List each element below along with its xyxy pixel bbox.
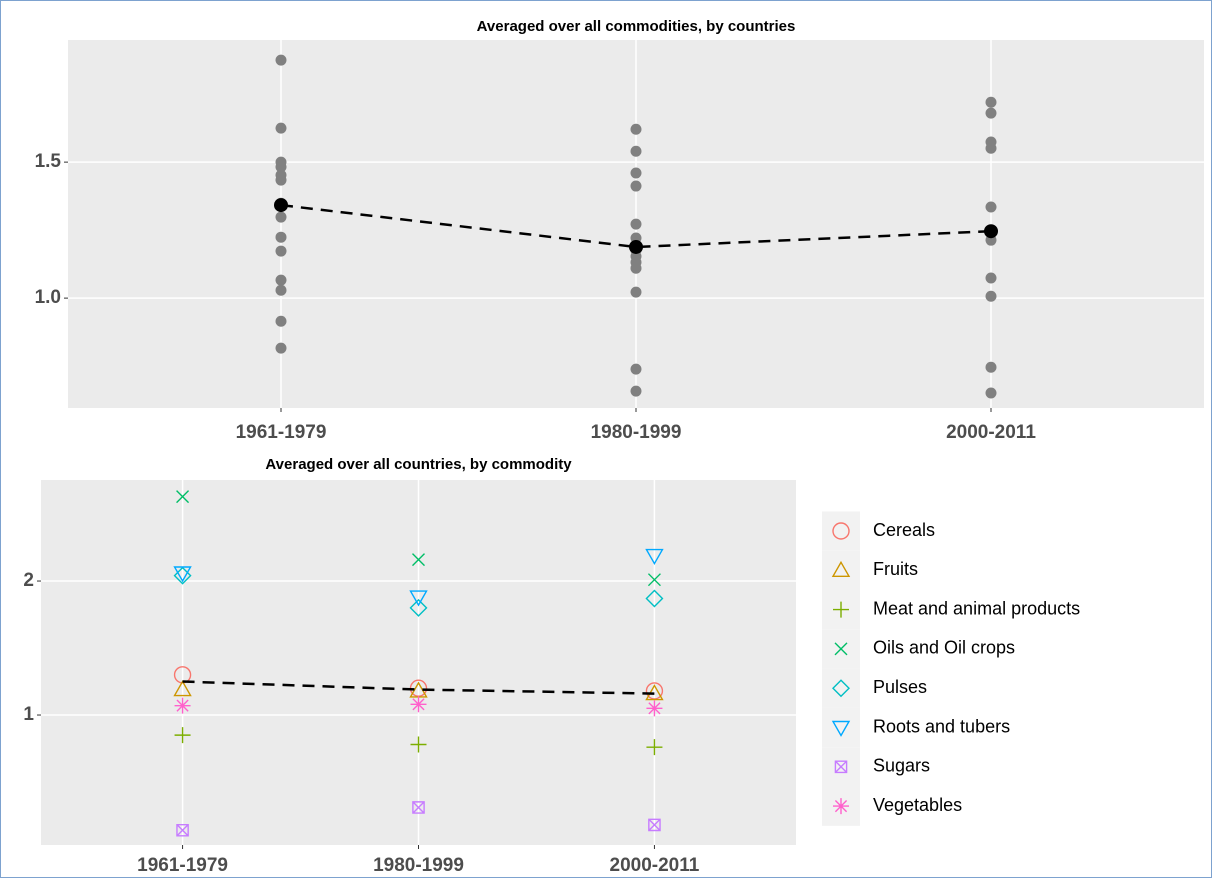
point (630, 167, 642, 179)
point (275, 211, 287, 223)
point (275, 284, 287, 296)
point (645, 548, 664, 565)
legend-label: Roots and tubers (873, 716, 1010, 736)
y-tick-label: 1.0 (35, 287, 61, 308)
legend-label: Oils and Oil crops (873, 638, 1015, 658)
x-tick-label: 2000-2011 (610, 855, 700, 876)
x-tick-label: 2000-2011 (946, 422, 1036, 443)
point (173, 666, 192, 684)
y-tick-label: 1.5 (35, 151, 62, 172)
legend-label: Pulses (873, 677, 927, 697)
point (645, 589, 664, 608)
legend-key (822, 668, 860, 708)
chart-title: Averaged over all countries, by commodit… (265, 456, 572, 473)
point (275, 274, 287, 286)
point (412, 801, 425, 814)
point (173, 680, 192, 697)
legend-label: Meat and animal products (873, 598, 1080, 618)
point (410, 736, 427, 753)
point (630, 385, 642, 397)
legend-marker (834, 760, 848, 774)
point (985, 361, 997, 373)
point (630, 262, 642, 274)
legend-label: Cereals (873, 520, 935, 540)
point (630, 363, 642, 375)
point (275, 245, 287, 257)
legend-marker (833, 601, 849, 618)
mean-point (274, 198, 288, 213)
point (174, 727, 191, 744)
legend-key (822, 550, 860, 590)
x-tick-label: 1961-1979 (236, 422, 327, 443)
y-tick-label: 1 (23, 704, 34, 725)
x-tick-label: 1961-1979 (137, 855, 228, 876)
legend-marker (832, 522, 850, 540)
legend-label: Sugars (873, 756, 930, 776)
x-tick-label: 1980-1999 (373, 855, 464, 876)
point (275, 342, 287, 354)
legend-marker (831, 720, 851, 737)
legend-key (822, 707, 860, 748)
point (275, 174, 287, 186)
point (409, 590, 428, 607)
y-tick-label: 2 (23, 570, 34, 591)
legend-label: Fruits (873, 559, 918, 579)
point (275, 122, 287, 134)
point (275, 54, 287, 66)
point (410, 696, 427, 713)
point (985, 290, 997, 302)
point (647, 573, 661, 587)
point (985, 107, 997, 119)
point (630, 180, 642, 192)
point (275, 231, 287, 243)
legend-marker (831, 560, 851, 577)
chart-title: Averaged over all commodities, by countr… (477, 18, 796, 35)
point (985, 272, 997, 284)
mean-point (629, 239, 643, 254)
point (646, 739, 663, 756)
point (174, 697, 191, 714)
point (173, 566, 192, 583)
point (409, 679, 428, 697)
point (409, 598, 428, 617)
point (630, 145, 642, 157)
point (645, 682, 664, 700)
point (646, 700, 663, 717)
point (275, 315, 287, 327)
legend-marker (833, 798, 849, 815)
x-tick-label: 1980-1999 (591, 422, 682, 443)
point (630, 123, 642, 135)
point (648, 818, 661, 832)
point (176, 823, 189, 837)
legend-key (822, 511, 860, 551)
point (412, 553, 425, 567)
point (985, 142, 997, 154)
legend-label: Vegetables (873, 795, 962, 815)
legend-marker (832, 679, 850, 698)
point (985, 387, 997, 399)
legend-marker (834, 642, 848, 656)
point (630, 286, 642, 298)
point (630, 218, 642, 230)
point (275, 161, 287, 173)
mean-point (984, 224, 998, 239)
point (985, 96, 997, 108)
point (985, 201, 997, 213)
point (176, 490, 190, 504)
